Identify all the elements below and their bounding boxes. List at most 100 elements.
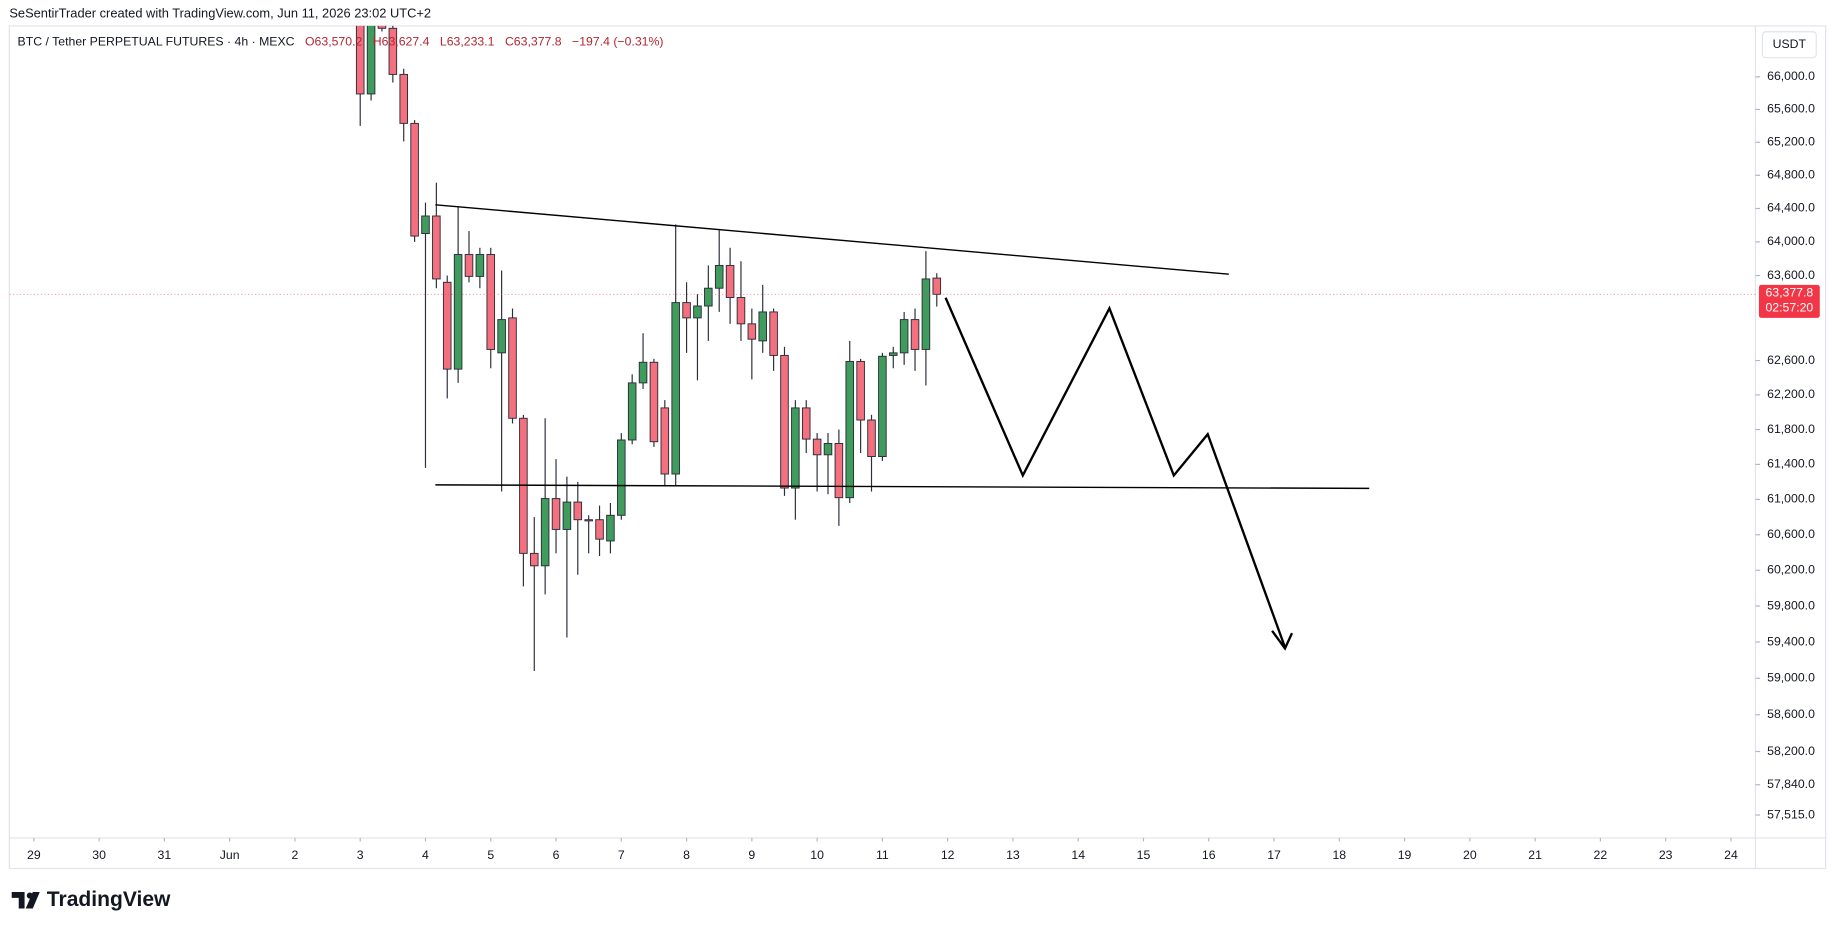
y-tick-label: 64,400.0 [1767,201,1815,215]
y-tick-label: 62,600.0 [1767,353,1815,367]
candle-body [921,278,931,350]
candle-body [910,319,920,350]
candle-body [453,254,463,370]
x-tick-label: 23 [1659,848,1673,862]
projection-path [944,297,1287,648]
x-tick-label: 19 [1398,848,1412,862]
candle-body [475,254,485,277]
x-tick-label: 4 [422,848,429,862]
legend-low: L63,233.1 [440,35,495,49]
countdown-label: 02:57:20 [1765,301,1813,315]
candle-body [856,360,865,421]
upper-trendline [435,204,1229,275]
candle-body [660,407,670,475]
x-tick-label: 11 [876,848,889,862]
y-tick-label: 57,840.0 [1767,777,1815,791]
candle-body [540,498,550,567]
candle-body [442,281,452,370]
projection-arrowhead [1271,630,1294,651]
candle-body [399,73,408,124]
candles [355,25,942,672]
candle-body [464,254,474,277]
symbol-title: BTC / Tether PERPETUAL FUTURES · 4h · ME… [18,35,295,49]
candle-body [649,361,659,443]
currency-label[interactable]: USDT [1773,37,1807,51]
candle-body [812,438,822,456]
candle-body [736,297,746,325]
candle-body [562,501,572,530]
candle-body [704,287,713,307]
candle-body [714,264,724,289]
y-tick-label: 59,400.0 [1767,634,1815,648]
candle-body [878,355,887,458]
x-tick-label: 21 [1528,848,1542,862]
x-tick-label: 15 [1137,848,1151,862]
candle-body [888,352,898,356]
y-tick-label: 58,600.0 [1767,707,1815,721]
candle-body [845,360,855,499]
brand-icon [11,892,40,909]
candle-body [432,215,441,280]
candle-body [780,354,789,489]
candle-body [725,264,735,298]
y-tick-label: 59,800.0 [1767,598,1815,612]
candle-body [584,519,593,522]
y-tick-label: 60,600.0 [1767,527,1815,541]
x-tick-label: 18 [1332,848,1346,862]
candle-body [769,311,778,356]
candle-body [899,319,909,354]
candle-body [823,442,833,456]
y-tick-label: 66,000.0 [1767,69,1815,83]
last-price-label: 63,377.8 [1765,285,1813,299]
brand-icon-dot [26,892,33,899]
y-tick-label: 57,515.0 [1767,807,1815,821]
y-tick-label: 64,800.0 [1767,168,1815,182]
attribution: SeSentirTrader created with TradingView.… [9,6,431,21]
candle-body [377,25,387,29]
x-tick-label: 22 [1594,848,1608,862]
x-tick-label: 5 [487,848,494,862]
y-tick-label: 61,800.0 [1767,422,1815,436]
candle-body [366,25,376,95]
legend-close: C63,377.8 [505,35,562,49]
candle-body [791,407,800,489]
currency-button[interactable] [1761,31,1817,59]
candle-body [682,302,691,319]
x-tick-label: 8 [683,848,690,862]
candle-body [486,254,496,350]
y-tick-label: 63,600.0 [1767,268,1815,282]
brand-logo: TradingView [11,888,171,911]
x-tick-label: 12 [941,848,955,862]
x-tick-label: 9 [748,848,755,862]
candle-body [801,407,811,440]
drawings [435,204,1370,651]
x-tick-label: 17 [1267,848,1281,862]
x-tick-label: 13 [1006,848,1020,862]
candle-body [410,122,419,237]
candle-body [497,319,506,354]
y-tick-label: 60,200.0 [1767,562,1815,576]
legend-change: −197.4 (−0.31%) [572,35,663,49]
x-tick-label: 10 [810,848,824,862]
y-tick-label: 64,000.0 [1767,234,1815,248]
y-tick-label: 62,200.0 [1767,387,1815,401]
x-tick-label: 14 [1071,848,1085,862]
x-tick-label: 30 [92,848,106,862]
y-tick-label: 61,000.0 [1767,492,1815,506]
candle-body [747,323,757,340]
chart-frame [8,25,1827,870]
candle-body [508,317,517,419]
x-tick-label: 29 [27,848,41,862]
legend-high: H63,627.4 [373,35,430,49]
candle-body [421,215,430,235]
x-tick-label: Jun [220,848,240,862]
x-tick-label: 7 [618,848,625,862]
x-tick-label: 20 [1463,848,1477,862]
lower-trendline [435,484,1370,490]
y-tick-label: 59,000.0 [1767,671,1815,685]
last-price-tag [1758,284,1820,318]
candle-body [758,311,767,342]
y-tick-label: 65,600.0 [1767,102,1815,116]
candle-body [693,305,702,319]
candle-body [834,442,844,499]
